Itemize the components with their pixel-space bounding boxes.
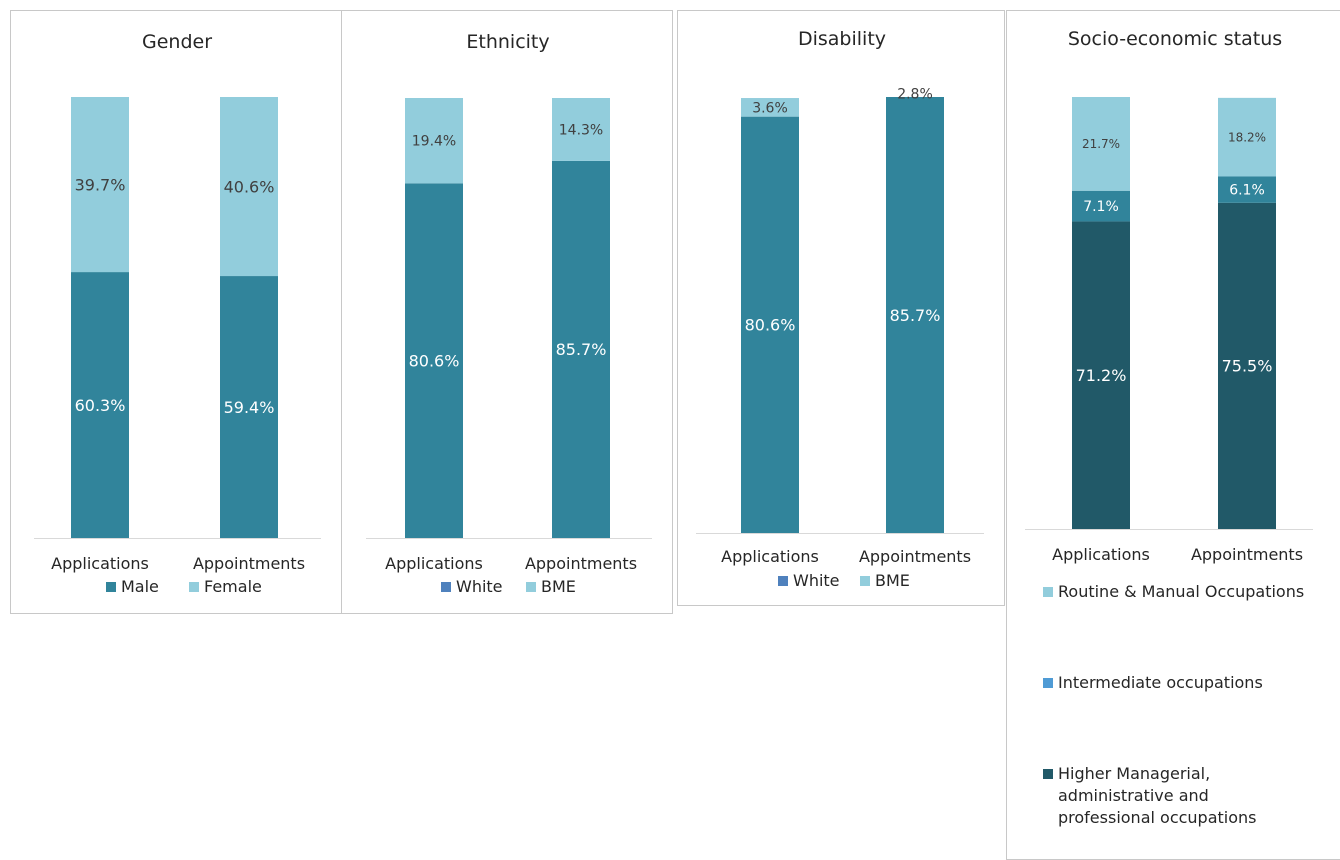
legend-swatch-bme — [526, 581, 536, 592]
gender-chart: Gender 60.3% 39.7% Applications 59.4% 40.6% Ap… — [10, 10, 342, 614]
category-label-applications: Applications — [1052, 545, 1150, 564]
category-label-appointments: Appointments — [859, 547, 971, 566]
legend-item-higher-managerial: Higher Managerial, administrative and pr… — [1043, 763, 1258, 829]
legend-label-higher-managerial: Higher Managerial, administrative and pr… — [1058, 764, 1257, 827]
data-label: 21.7% — [1082, 137, 1120, 151]
bar-segment-routine-manual-occupatio-applications — [1072, 97, 1130, 191]
bar-segment-white-appointments — [886, 97, 944, 533]
data-label: 7.1% — [1083, 199, 1119, 215]
legend-item-white: White — [778, 571, 840, 590]
data-label: 85.7% — [556, 340, 607, 359]
bar-segment-white-applications — [741, 116, 799, 533]
data-label: 14.3% — [559, 123, 603, 139]
legend-label-bme: BME — [875, 571, 910, 590]
data-label: 2.8% — [897, 87, 933, 103]
legend-swatch-white — [778, 575, 788, 586]
bar-segment-male-applications — [71, 272, 129, 538]
legend-item-female: Female — [189, 577, 262, 596]
bar-segment-female-applications — [71, 97, 129, 273]
legend-swatch-higher-managerial — [1043, 769, 1053, 779]
bar-segment-white-appointments — [552, 160, 610, 539]
data-label: 6.1% — [1229, 183, 1265, 199]
data-label: 18.2% — [1228, 130, 1266, 144]
socio-economic-chart-svg: Socio-economic status 71.2% 7.1% 21.7% Appli… — [1025, 28, 1313, 564]
data-label: 80.6% — [409, 351, 460, 370]
legend-item-routine-manual: Routine & Manual Occupations — [1043, 581, 1304, 603]
legend-item-bme: BME — [526, 577, 576, 596]
legend-swatch-female — [189, 581, 199, 592]
category-label-appointments: Appointments — [525, 554, 637, 573]
category-label-applications: Applications — [721, 547, 819, 566]
legend-label-routine-manual: Routine & Manual Occupations — [1058, 582, 1305, 601]
legend-label-intermediate: Intermediate occupations — [1058, 673, 1263, 692]
data-label: 40.6% — [224, 177, 275, 196]
category-label-appointments: Appointments — [1191, 545, 1303, 564]
legend-label-bme: BME — [541, 577, 576, 596]
bar-segment-higher-managerial-admini-applications — [1072, 221, 1130, 529]
ethnicity-chart-svg: Ethnicity 80.6% 19.4% Applications 85.7% 14.3… — [366, 31, 652, 573]
legend-item-male: Male — [106, 577, 159, 596]
socio-economic-chart: Socio-economic status 71.2% 7.1% 21.7% Appli… — [1006, 10, 1340, 860]
legend-item-intermediate: Intermediate occupations — [1043, 672, 1263, 694]
legend-item-bme: BME — [860, 571, 910, 590]
category-label-applications: Applications — [385, 554, 483, 573]
chart-title: Ethnicity — [466, 31, 549, 53]
legend-label-white: White — [456, 577, 503, 596]
disability-chart: Disability 80.6% 3.6% Applications 85.7% 2.8%… — [677, 10, 1005, 606]
legend-swatch-routine-manual — [1043, 587, 1053, 597]
category-label-appointments: Appointments — [193, 554, 305, 573]
category-label-applications: Applications — [51, 554, 149, 573]
bar-segment-white-applications — [405, 183, 463, 539]
bar-segment-intermediate-occupations-applications — [1072, 190, 1130, 222]
legend-swatch-bme — [860, 575, 870, 586]
disability-chart-svg: Disability 80.6% 3.6% Applications 85.7% 2.8%… — [696, 28, 984, 566]
legend-swatch-male — [106, 581, 116, 592]
bar-segment-higher-managerial-admini-appointments — [1218, 202, 1276, 529]
legend-label-female: Female — [204, 577, 262, 596]
chart-title: Socio-economic status — [1068, 28, 1282, 50]
data-label: 85.7% — [890, 306, 941, 325]
bar-segment-intermediate-occupations-appointments — [1218, 176, 1276, 203]
bar-segment-male-appointments — [220, 276, 278, 538]
chart-title: Disability — [798, 28, 886, 50]
bar-segment-bme-applications — [741, 98, 799, 117]
bar-segment-bme-applications — [405, 98, 463, 184]
data-label: 71.2% — [1076, 366, 1127, 385]
legend-label-white: White — [793, 571, 840, 590]
data-label: 19.4% — [412, 134, 456, 150]
ethnicity-chart: Ethnicity 80.6% 19.4% Applications 85.7% 14.3… — [341, 10, 673, 614]
gender-chart-svg: Gender 60.3% 39.7% Applications 59.4% 40.6% Ap… — [34, 31, 321, 573]
bar-segment-female-appointments — [220, 97, 278, 277]
data-label: 80.6% — [745, 316, 796, 335]
data-label: 60.3% — [75, 396, 126, 415]
legend-swatch-white — [441, 581, 451, 592]
data-label: 39.7% — [75, 175, 126, 194]
bar-segment-routine-manual-occupatio-appointments — [1218, 97, 1276, 177]
chart-title: Gender — [142, 31, 212, 53]
data-label: 75.5% — [1222, 357, 1273, 376]
legend-item-white: White — [441, 577, 503, 596]
data-label: 3.6% — [752, 100, 788, 116]
legend-swatch-intermediate — [1043, 678, 1053, 688]
legend-label-male: Male — [121, 577, 159, 596]
data-label: 59.4% — [224, 398, 275, 417]
bar-segment-bme-appointments — [552, 98, 610, 161]
